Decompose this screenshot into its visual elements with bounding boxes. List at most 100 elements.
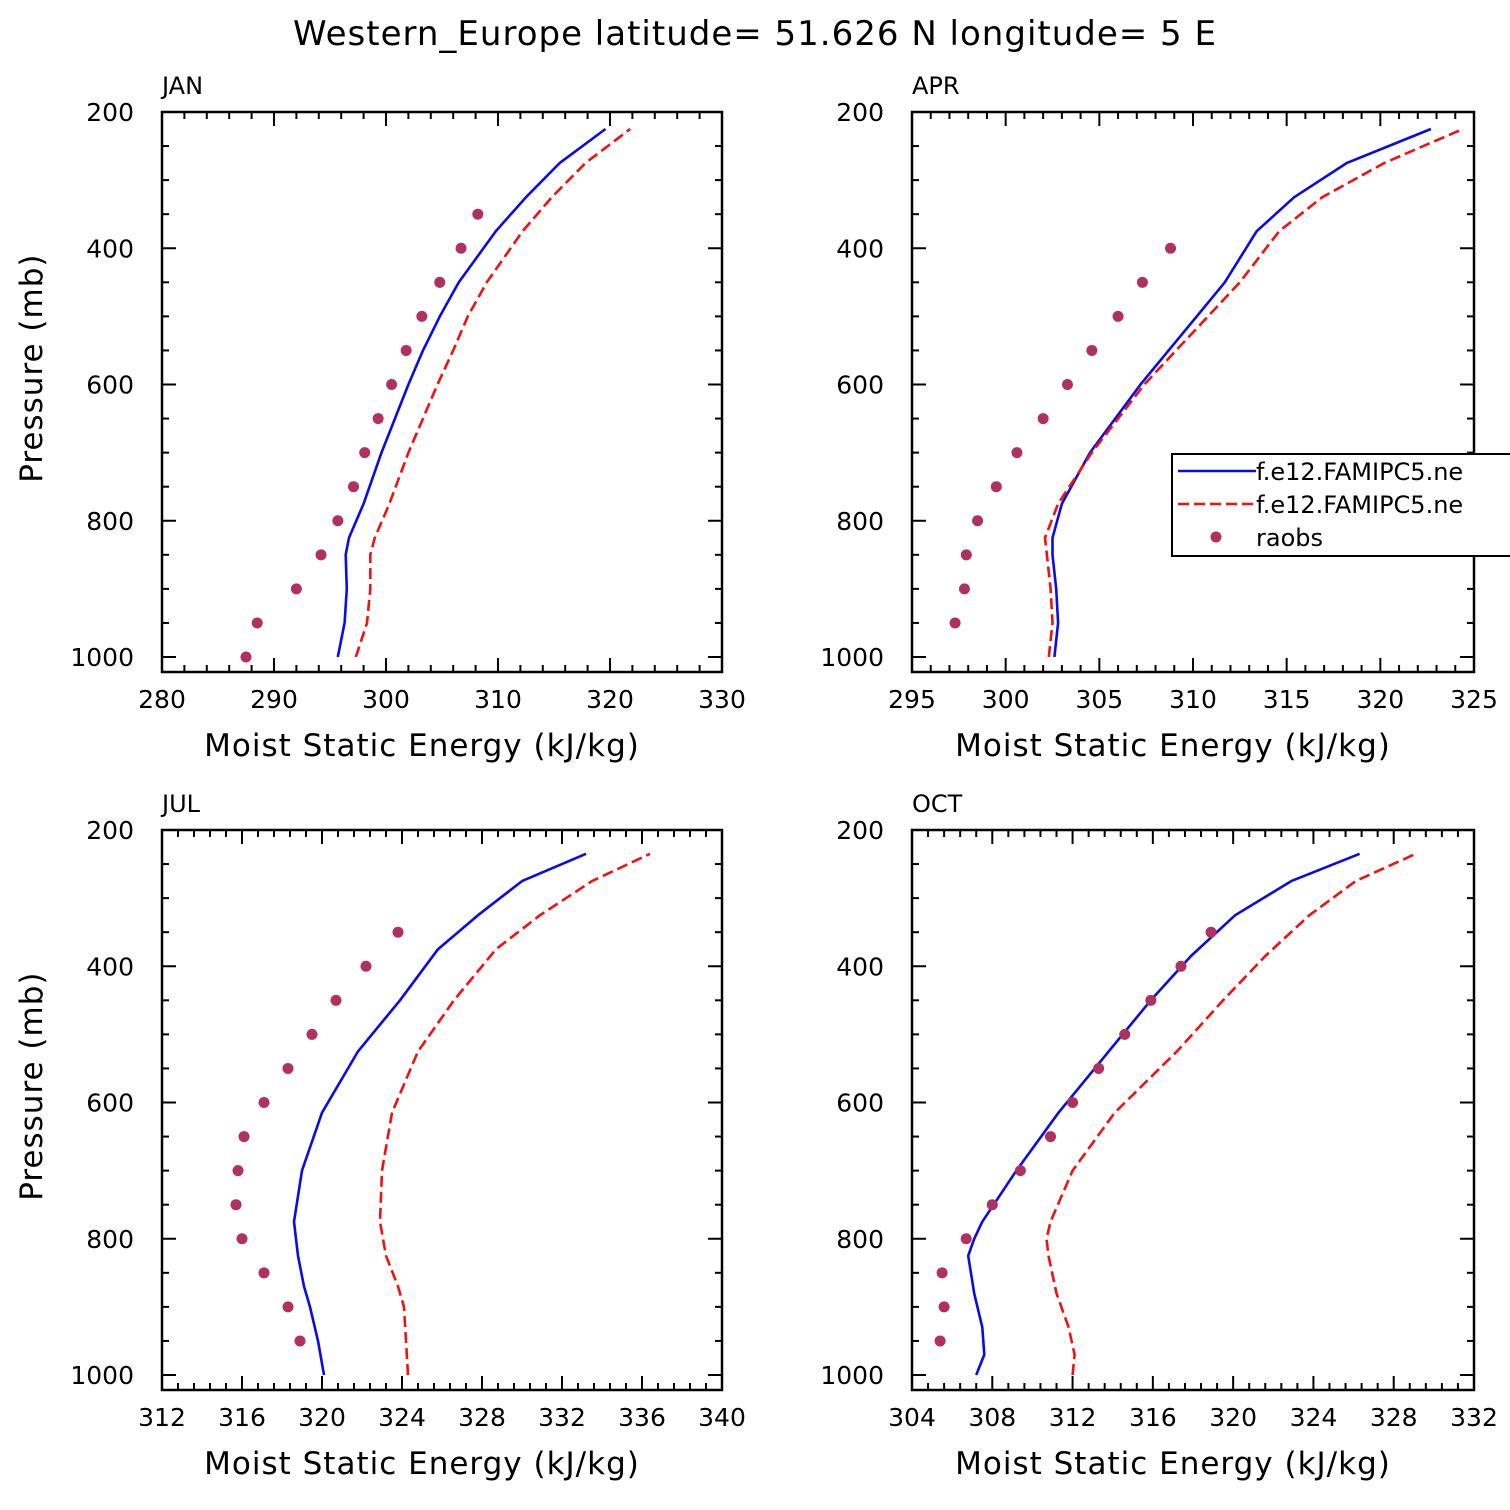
plot-frame: [910, 828, 1476, 1392]
x-tick-label: 316: [1129, 1403, 1177, 1432]
y-tick-label: 1000: [70, 643, 134, 672]
legend-label: f.e12.FAMIPC5.ne: [1256, 458, 1463, 486]
raobs-point: [1093, 1062, 1105, 1074]
y-tick-label: 1000: [820, 1361, 884, 1390]
raobs-point: [240, 651, 252, 663]
y-tick-label: 800: [836, 1225, 884, 1254]
x-tick-label: 332: [1450, 1403, 1498, 1432]
series-model2-line: [378, 852, 651, 1376]
raobs-point: [232, 1165, 244, 1177]
raobs-point: [1205, 926, 1217, 938]
raobs-point: [936, 1267, 948, 1279]
raobs-point: [1165, 242, 1177, 254]
x-tick-label: 324: [1290, 1403, 1338, 1432]
x-tick-label: 320: [1356, 685, 1404, 714]
raobs-point: [472, 208, 484, 220]
ticks: [911, 829, 1475, 1390]
x-tick-label: 290: [250, 685, 298, 714]
raobs-point: [282, 1301, 294, 1313]
raobs-point: [258, 1267, 270, 1279]
y-tick-label: 600: [836, 371, 884, 400]
raobs-point: [315, 549, 327, 561]
plot-frame: [910, 110, 1476, 674]
x-tick-label: 330: [698, 685, 746, 714]
x-tick-label: 316: [218, 1403, 266, 1432]
raobs-point: [359, 447, 371, 459]
series-raobs: [949, 242, 1177, 629]
x-tick-label: 312: [138, 1403, 186, 1432]
series-model2-line: [1043, 127, 1464, 658]
y-tick-label: 200: [836, 816, 884, 845]
x-tick-label: 324: [378, 1403, 426, 1432]
y-tick-label: 200: [836, 98, 884, 127]
series-model1-line: [336, 127, 607, 658]
panel-jan: JAN 280 290 300 310 320 330 200 400 600 800 1000 Moi…: [14, 72, 746, 764]
raobs-point: [360, 960, 372, 972]
raobs-point: [1086, 344, 1098, 356]
raobs-point: [386, 379, 398, 390]
raobs-point: [960, 549, 972, 561]
x-tick-label: 304: [888, 1403, 936, 1432]
panel-oct: OCT 304 308 312 316 320 324 328 332 200 400 600 800 1…: [820, 790, 1497, 1482]
raobs-point: [372, 413, 384, 425]
x-axis-label: Moist Static Energy (kJ/kg): [204, 728, 640, 764]
panel-label: JAN: [160, 72, 203, 100]
x-tick-label: 332: [538, 1403, 586, 1432]
raobs-point: [938, 1301, 950, 1313]
y-tick-label: 600: [86, 371, 134, 400]
y-tick-label: 400: [86, 952, 134, 981]
raobs-point: [986, 1199, 998, 1211]
raobs-point: [990, 481, 1002, 493]
panel-apr: APR 295 300 305 310 315 320 325 200 400 600 800 1000…: [820, 72, 1497, 764]
y-tick-label: 800: [86, 507, 134, 536]
raobs-point: [1014, 1165, 1026, 1177]
y-tick-label: 400: [86, 234, 134, 263]
raobs-point: [330, 994, 342, 1006]
legend-label: raobs: [1256, 524, 1323, 552]
y-tick-label: 600: [836, 1089, 884, 1118]
y-tick-label: 200: [86, 98, 134, 127]
series-raobs: [230, 926, 404, 1347]
raobs-point: [1067, 1097, 1079, 1108]
raobs-point: [306, 1028, 318, 1040]
raobs-point: [1044, 1131, 1056, 1143]
ticks: [161, 829, 723, 1390]
x-tick-label: 280: [138, 685, 186, 714]
raobs-point: [960, 1233, 972, 1245]
y-tick-label: 200: [86, 816, 134, 845]
x-tick-label: 315: [1263, 685, 1311, 714]
x-tick-label: 308: [968, 1403, 1016, 1432]
x-tick-label: 336: [618, 1403, 666, 1432]
series-model1-line: [292, 852, 587, 1376]
y-tick-label: 800: [86, 1225, 134, 1254]
series-raobs: [240, 208, 484, 663]
raobs-point: [294, 1335, 306, 1347]
legend-label: f.e12.FAMIPC5.ne: [1256, 491, 1463, 519]
raobs-point: [934, 1335, 946, 1347]
raobs-point: [416, 310, 428, 322]
x-tick-label: 310: [474, 685, 522, 714]
legend-marker: [1210, 531, 1222, 543]
y-axis-label: Pressure (mb): [14, 254, 50, 483]
raobs-point: [434, 276, 446, 288]
x-tick-label: 328: [458, 1403, 506, 1432]
raobs-point: [1061, 379, 1073, 390]
series-model2-line: [1045, 852, 1417, 1376]
raobs-point: [258, 1097, 270, 1108]
raobs-point: [1145, 994, 1157, 1006]
raobs-point: [1011, 447, 1023, 459]
raobs-point: [958, 583, 970, 595]
raobs-point: [455, 242, 467, 254]
raobs-point: [332, 515, 344, 527]
ticks: [911, 111, 1475, 672]
x-tick-label: 320: [1209, 1403, 1257, 1432]
raobs-point: [236, 1233, 248, 1245]
raobs-point: [1112, 310, 1124, 322]
plot-frame: [160, 828, 724, 1392]
x-axis-label: Moist Static Energy (kJ/kg): [955, 728, 1391, 764]
raobs-point: [1037, 413, 1049, 425]
x-tick-label: 300: [362, 685, 410, 714]
y-tick-label: 1000: [820, 643, 884, 672]
raobs-point: [1136, 276, 1148, 288]
